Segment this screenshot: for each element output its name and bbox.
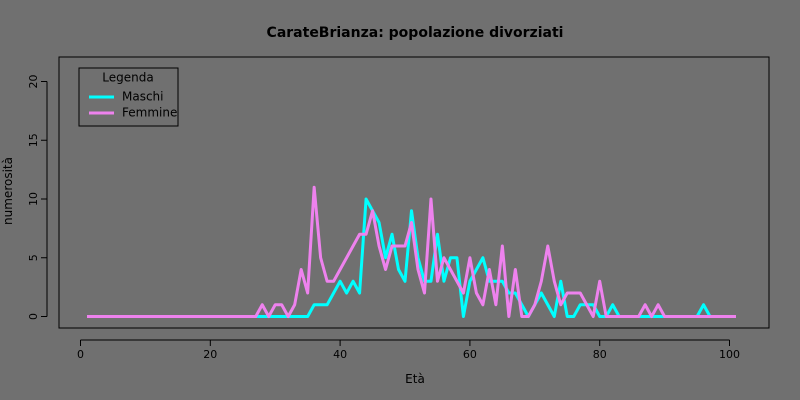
plot-area: 0 20 40 60 80 100 0 5 10 15 20 Legenda Maschi Femmine xyxy=(27,56,770,361)
series-line-femmine xyxy=(87,185,736,318)
legend-label-femmine: Femmine xyxy=(122,106,177,120)
y-tick-label: 20 xyxy=(27,75,40,89)
x-tick-label: 0 xyxy=(77,348,84,361)
y-tick-label: 15 xyxy=(27,133,40,147)
x-tick-label: 80 xyxy=(593,348,607,361)
chart-title: CarateBrianza: popolazione divorziati xyxy=(267,25,564,41)
x-tick-label: 100 xyxy=(719,348,740,361)
x-axis-label: Età xyxy=(405,372,425,386)
x-tick-label: 60 xyxy=(463,348,477,361)
y-axis-label: numerosità xyxy=(1,157,15,225)
legend: Legenda Maschi Femmine xyxy=(78,67,179,127)
x-tick-label: 40 xyxy=(333,348,347,361)
plot-border xyxy=(58,56,770,329)
y-tick-label: 10 xyxy=(27,192,40,206)
y-tick-label: 5 xyxy=(27,254,40,261)
legend-label-maschi: Maschi xyxy=(122,90,164,104)
legend-title: Legenda xyxy=(102,71,153,85)
x-tick-label: 20 xyxy=(203,348,217,361)
legend-box xyxy=(78,67,179,127)
y-tick-label: 0 xyxy=(27,313,40,320)
